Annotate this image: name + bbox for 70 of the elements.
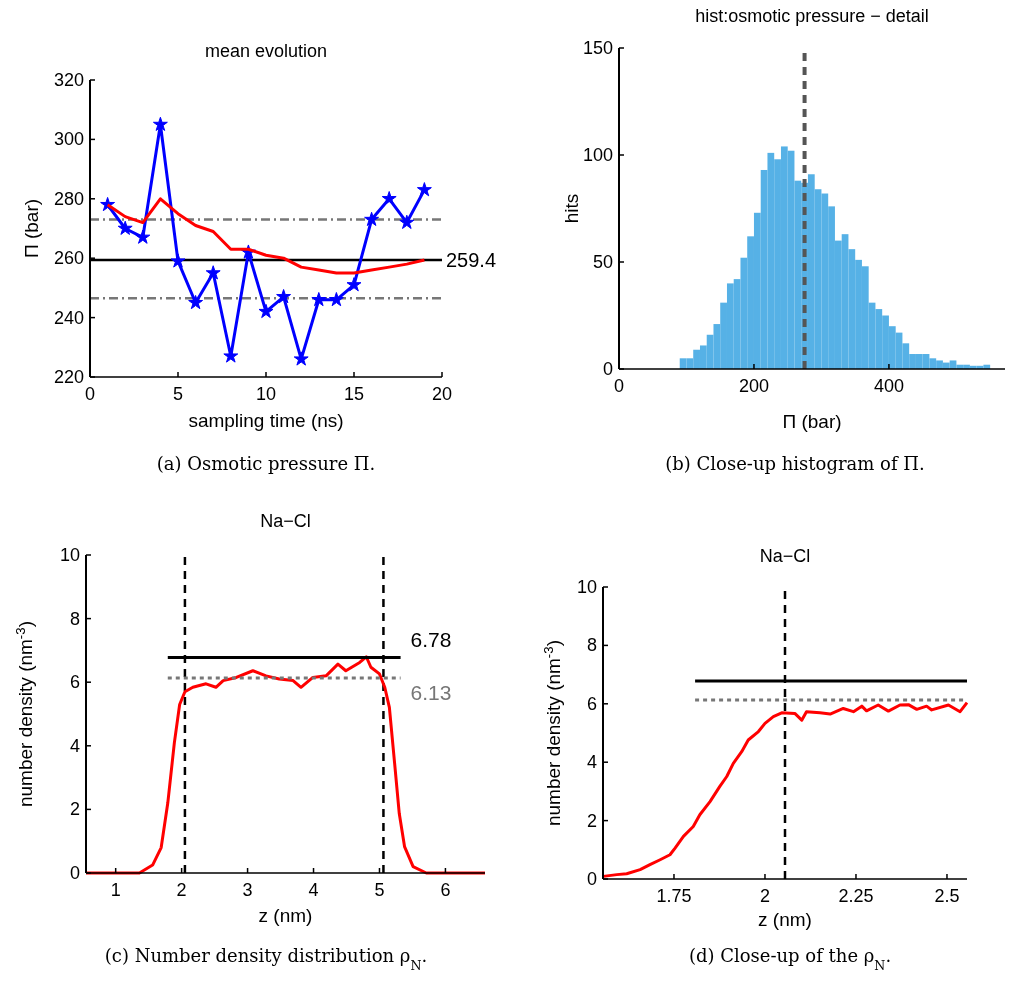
x-tick-label: 10	[255, 384, 277, 404]
x-tick-label: 15	[343, 384, 365, 404]
y-tick-label: 300	[53, 129, 84, 150]
point	[416, 182, 432, 197]
x-tick-label: 4	[308, 880, 319, 900]
point	[328, 291, 344, 307]
y-tick-label: 2	[586, 810, 597, 831]
x-tick-label: 6	[440, 880, 451, 900]
y-tick-label: 2	[69, 799, 80, 820]
text: (c) Number density distribution ρ$_{N}$.	[104, 945, 428, 973]
point	[205, 265, 221, 280]
x-tick-label: 1.75	[656, 886, 692, 906]
x-tick-label: 2.25	[838, 886, 874, 906]
text: (d) Close-up of the ρ$_{N}$.	[688, 945, 892, 973]
y-tick-label: 0	[602, 359, 613, 379]
y-tick-label: 220	[53, 367, 84, 387]
y-tick-label: 6	[69, 672, 80, 693]
series-label: 6.78	[410, 628, 452, 652]
x-tick-label: 2	[176, 880, 187, 900]
x-tick-label: 2	[759, 886, 770, 906]
chart-title: Na−Cl	[260, 511, 311, 531]
chart-title: Na−Cl	[759, 546, 811, 566]
y-tick-label: 8	[586, 635, 597, 656]
text: (b) Close-up histogram of Π.	[665, 453, 925, 474]
y-tick-label: 0	[69, 863, 80, 883]
x-axis-title: z (nm)	[258, 905, 313, 926]
text: (a) Osmotic pressure Π.	[156, 453, 376, 474]
ref-line-label: 259.4	[446, 248, 497, 271]
chart-title: hist:osmotic pressure − detail	[695, 6, 929, 26]
point	[293, 351, 309, 366]
point	[276, 289, 292, 304]
x-tick-label: 20	[431, 384, 453, 404]
y-tick-label: 100	[582, 145, 613, 165]
y-tick-label: 4	[586, 752, 597, 773]
point	[170, 253, 186, 268]
x-axis-title: Π (bar)	[782, 411, 842, 432]
point	[311, 291, 327, 307]
point	[381, 190, 397, 206]
y-tick-label: 280	[53, 188, 84, 209]
x-axis-title: sampling time (ns)	[188, 410, 344, 431]
point	[188, 294, 204, 310]
point	[346, 277, 362, 292]
y-tick-label: 240	[53, 307, 84, 328]
y-axis-title: Π (bar)	[21, 198, 42, 259]
x-tick-label: 5	[374, 880, 385, 900]
y-tick-label: 8	[69, 608, 80, 629]
series-label: 6.13	[410, 681, 452, 705]
y-tick-label: 260	[53, 248, 84, 269]
x-tick-label: 3	[242, 880, 253, 900]
point	[258, 303, 274, 319]
x-tick-label: 400	[873, 376, 904, 396]
chart-title: mean evolution	[204, 41, 328, 61]
x-tick-label: 1	[110, 880, 121, 900]
y-tick-label: 10	[59, 545, 80, 565]
point	[399, 214, 415, 229]
x-tick-label: 2.5	[934, 886, 960, 906]
y-tick-label: 6	[586, 693, 597, 714]
point	[152, 116, 168, 131]
y-tick-label: 150	[582, 38, 613, 58]
y-tick-label: 10	[576, 577, 597, 597]
point	[364, 211, 380, 226]
point	[135, 229, 151, 244]
x-tick-label: 200	[738, 376, 769, 396]
y-tick-label: 50	[592, 252, 613, 272]
y-tick-label: 320	[53, 70, 84, 90]
y-tick-label: 4	[69, 735, 80, 756]
x-tick-label: 5	[172, 384, 184, 404]
point	[117, 220, 133, 235]
y-axis-title: hits	[561, 193, 582, 224]
x-axis-title: z (nm)	[758, 909, 812, 930]
